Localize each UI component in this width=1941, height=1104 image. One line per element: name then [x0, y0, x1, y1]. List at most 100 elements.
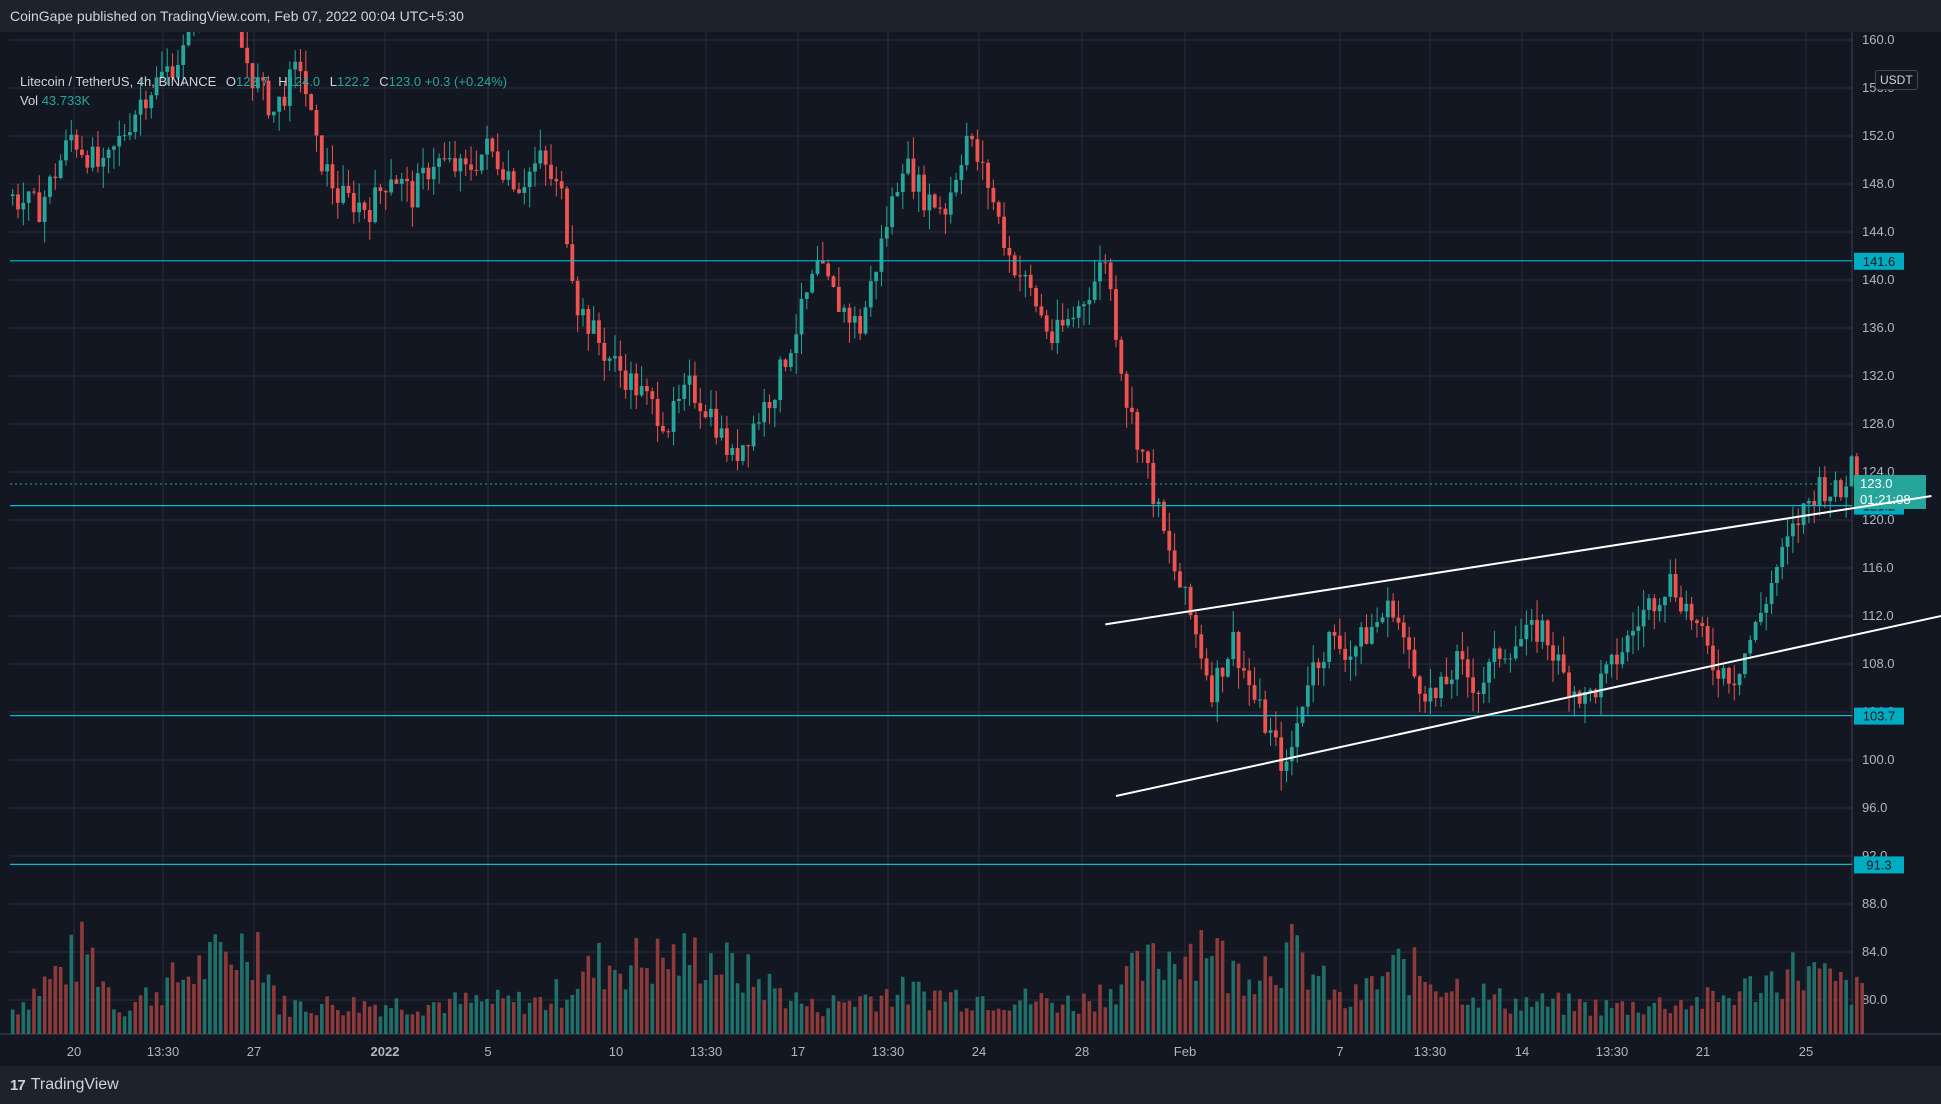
candle-body	[1689, 603, 1694, 621]
volume-bar	[1849, 1004, 1854, 1034]
candle-body	[1796, 523, 1801, 526]
candle-body	[463, 158, 468, 165]
candle-body	[799, 298, 804, 335]
volume-bar	[122, 1016, 127, 1034]
volume-bar	[906, 1004, 910, 1034]
volume-bar	[1620, 1001, 1625, 1034]
price-tick-label: 80.0	[1862, 992, 1887, 1007]
candle-body	[1236, 632, 1241, 669]
candle-body	[1838, 480, 1843, 498]
candle-body	[986, 162, 990, 188]
candle-body	[154, 77, 159, 96]
volume-bar	[341, 1015, 345, 1034]
volume-bar	[1631, 1001, 1635, 1034]
candle-body	[533, 163, 537, 172]
volume-bar	[1481, 983, 1486, 1034]
candle-body	[836, 286, 841, 312]
candle-body	[1252, 685, 1257, 700]
currency-unit-button[interactable]: USDT	[1875, 70, 1918, 90]
low-label: L	[329, 74, 338, 89]
candle-body	[282, 96, 287, 106]
volume-bar	[799, 1003, 804, 1034]
chart-legend: Litecoin / TetherUS, 4h, BINANCE O122.7 …	[20, 72, 507, 110]
volume-bar	[351, 997, 356, 1034]
volume-bar	[1497, 988, 1502, 1034]
candle-body	[1194, 615, 1198, 635]
candle-body	[21, 202, 26, 210]
candle-body	[239, 32, 244, 48]
volume-bar	[325, 996, 329, 1034]
candle-body	[1668, 573, 1673, 597]
volume-bar	[1833, 980, 1838, 1034]
candle-body	[948, 192, 953, 215]
candle-body	[538, 150, 543, 164]
candle-body	[1044, 315, 1049, 332]
volume-bar	[1737, 991, 1742, 1034]
price-chart[interactable]: 80.084.088.092.096.0100.0104.0108.0112.0…	[0, 32, 1941, 1066]
candle-body	[623, 370, 628, 390]
volume-bar	[698, 983, 703, 1034]
candle-body	[1396, 617, 1401, 623]
candle-body	[1327, 632, 1332, 663]
candle-body	[671, 401, 676, 433]
candle-body	[1636, 626, 1641, 631]
tradingview-logo[interactable]: 17 TradingView	[10, 1076, 119, 1094]
volume-bar	[789, 1000, 793, 1034]
volume-bar	[106, 987, 111, 1034]
candle-body	[1780, 546, 1785, 567]
candle-body	[495, 151, 500, 170]
candle-body	[1551, 645, 1555, 661]
volume-bar	[181, 979, 186, 1034]
volume-bar	[1130, 952, 1134, 1034]
volume-bar	[1370, 976, 1374, 1034]
volume-bar	[1103, 1007, 1108, 1034]
volume-bar	[602, 989, 607, 1034]
candle-body	[1018, 275, 1022, 277]
candle-body	[890, 196, 895, 228]
candle-body	[1401, 622, 1406, 638]
candle-body	[1295, 723, 1300, 748]
candle-body	[319, 135, 324, 172]
candle-body	[261, 77, 266, 81]
volume-bar	[837, 1001, 841, 1034]
volume-bar	[1236, 963, 1241, 1034]
volume-bar	[1449, 991, 1454, 1034]
volume-bar	[1231, 960, 1236, 1034]
volume-bar	[154, 992, 159, 1034]
volume-bar	[218, 942, 223, 1034]
volume-bar	[1593, 999, 1598, 1034]
candle-body	[330, 164, 335, 189]
candle-body	[1300, 706, 1305, 724]
volume-bar	[1071, 1010, 1076, 1034]
volume-bar	[415, 1011, 420, 1034]
channel-lower-trendline	[1115, 614, 1941, 797]
volume-bar	[1332, 989, 1337, 1034]
candle-body	[943, 208, 948, 215]
candle-body	[1556, 654, 1561, 661]
candle-body	[170, 66, 175, 78]
chart-area[interactable]: 80.084.088.092.096.0100.0104.0108.0112.0…	[0, 32, 1941, 1066]
volume-bar	[197, 955, 202, 1034]
volume-bar	[80, 921, 84, 1034]
volume-bar	[805, 1006, 809, 1034]
candle-body	[778, 359, 783, 401]
volume-bar	[922, 991, 926, 1034]
volume-bar	[916, 981, 921, 1034]
candle-body	[1471, 677, 1475, 693]
volume-bar	[1721, 995, 1726, 1034]
candle-body	[1844, 486, 1849, 498]
candle-body	[1199, 634, 1204, 659]
candle-body	[911, 158, 916, 192]
symbol-label[interactable]: Litecoin / TetherUS, 4h, BINANCE	[20, 74, 217, 89]
volume-bar	[831, 995, 836, 1034]
volume-bar	[645, 968, 649, 1034]
candle-body	[1092, 281, 1097, 301]
time-tick-label: 27	[247, 1044, 261, 1059]
volume-bar	[1711, 990, 1715, 1034]
volume-bar	[234, 970, 239, 1034]
volume-bar	[666, 969, 671, 1034]
volume-bar	[725, 942, 729, 1034]
candle-body	[1604, 664, 1609, 674]
candle-body	[1337, 635, 1342, 649]
candle-body	[756, 422, 761, 424]
